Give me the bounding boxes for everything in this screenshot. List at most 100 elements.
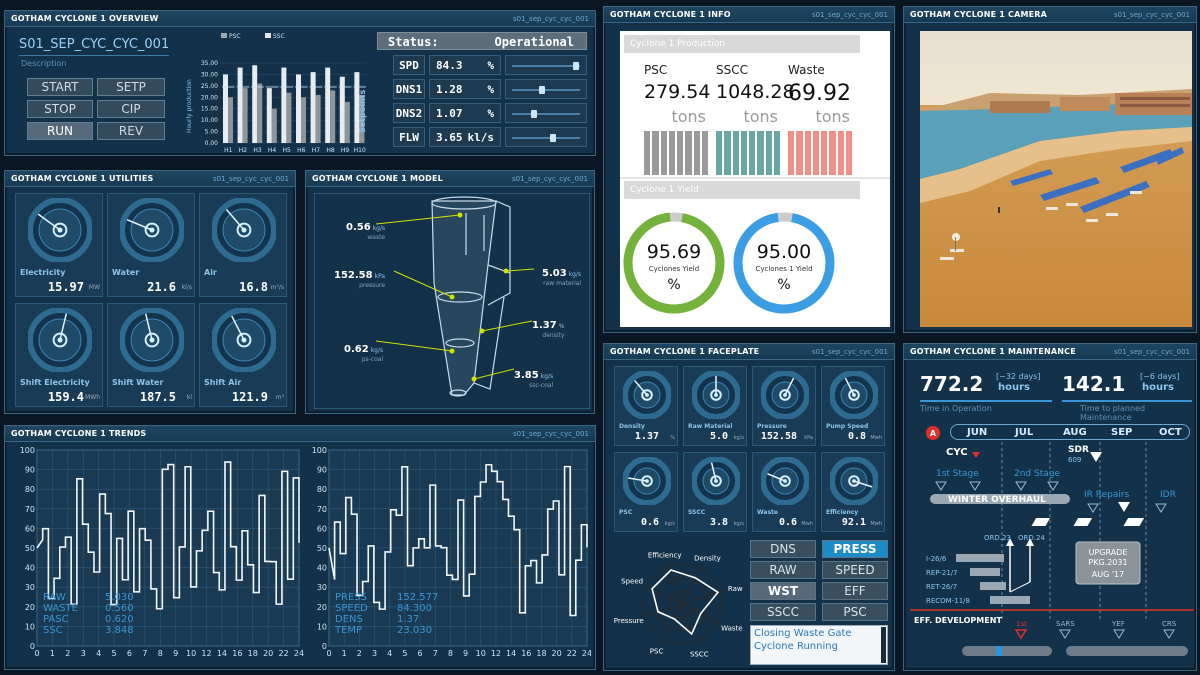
setpoint-value-box[interactable]: 1.28% — [429, 79, 501, 99]
y-tick-label: 100 — [20, 446, 35, 455]
x-tick-label: 6 — [127, 649, 132, 658]
trend-legend-name: RAW — [43, 592, 66, 603]
panel-ref: s01_sep_cyc_cyc_001 — [512, 174, 588, 183]
time-to-maint-delta: [~6 days] — [1140, 372, 1180, 381]
radar-series — [651, 569, 720, 636]
trend-legend-value: 152.577 — [397, 592, 438, 603]
ring-fill — [733, 212, 835, 314]
y-tick-label: 0.00 — [205, 140, 219, 147]
x-tick-label: 2 — [65, 649, 70, 658]
production-bar — [749, 131, 756, 175]
run-button[interactable]: RUN — [27, 122, 93, 140]
x-tick-label: H8 — [326, 147, 335, 153]
production-unit: tons — [671, 107, 706, 126]
month-timeline: JUN JUL AUG SEP OCT — [950, 424, 1190, 440]
production-bar — [660, 131, 667, 175]
chart-select-dns-button[interactable]: DNS — [750, 540, 816, 558]
eff-mark: YEF — [1112, 620, 1125, 628]
setpoint-row: SPD 84.3% — [393, 55, 593, 75]
slider-knob[interactable] — [538, 86, 545, 94]
x-tick-label: H10 — [354, 147, 366, 153]
setpoint-slider[interactable] — [505, 79, 587, 99]
eff-mark: SARS — [1056, 620, 1075, 628]
chart-select-press-button[interactable]: PRESS — [822, 540, 888, 558]
model-value: 152.58 — [334, 270, 373, 281]
info-header: GOTHAM CYCLONE 1 INFO s01_sep_cyc_cyc_00… — [604, 7, 894, 23]
setpoint-slider[interactable] — [505, 127, 587, 147]
chart-select-raw-button[interactable]: RAW — [750, 561, 816, 579]
y-tick-label: 70 — [25, 505, 35, 514]
dial-needle — [231, 315, 245, 341]
setpoint-label: FLW — [393, 127, 425, 147]
production-column: PSC 279.54 tons — [644, 55, 714, 177]
y-tick-label: 50 — [317, 544, 327, 553]
setpoint-value-box[interactable]: 1.07% — [429, 103, 501, 123]
tag-name: S01_SEP_CYC_CYC_001 — [19, 37, 170, 52]
bar-psc — [223, 74, 228, 143]
setpoints: SPD 84.3% DNS1 1.28% DNS2 1.07% FLW 3.65 kl/s — [393, 55, 593, 151]
setpoint-slider[interactable] — [505, 103, 587, 123]
time-to-maint-value: 142.1 — [1062, 372, 1126, 396]
stage-2-label: 2nd Stage — [1014, 469, 1061, 479]
gauge-value: 0.6 — [778, 517, 797, 528]
yield-label: Cyclones Yield — [648, 265, 700, 273]
model-name: density — [542, 332, 565, 339]
x-tick-label: 22 — [278, 649, 288, 658]
message-scrollbar[interactable] — [881, 627, 886, 663]
chart-select-psc-button[interactable]: PSC — [822, 603, 888, 621]
rev-button[interactable]: REV — [97, 122, 165, 140]
production-value: 1048.28 — [716, 81, 795, 103]
setpoint-slider[interactable] — [505, 55, 587, 75]
item-label: I-26/6 — [926, 555, 947, 563]
slider-knob[interactable] — [550, 134, 557, 142]
eff-mark: 1st — [1016, 620, 1027, 628]
trends-header: GOTHAM CYCLONE 1 TRENDS s01_sep_cyc_cyc_… — [5, 426, 595, 442]
y-tick-label: 90 — [317, 466, 327, 475]
production-bar — [693, 131, 700, 175]
stop-button[interactable]: STOP — [27, 100, 93, 118]
month-label: JUN — [967, 427, 988, 438]
utility-gauge: Air 16.8 m³/s — [199, 193, 287, 297]
x-tick-label: 7 — [433, 649, 438, 658]
chart-select-sscc-button[interactable]: SSCC — [750, 603, 816, 621]
model-unit: kg/s — [372, 225, 386, 232]
x-tick-label: 14 — [217, 649, 227, 658]
setpoint-value-box[interactable]: 3.65 kl/s — [429, 127, 501, 147]
production-unit: tons — [815, 107, 850, 126]
setpoint-value: 84.3 — [436, 58, 463, 72]
idr-label: IDR — [1160, 490, 1176, 500]
gauge-value: 5.0 — [709, 431, 728, 442]
y-tick-label: 10 — [25, 622, 35, 631]
production-bar — [668, 131, 675, 175]
chart-select-speed-button[interactable]: SPEED — [822, 561, 888, 579]
gauge-value: 152.58 — [760, 431, 797, 442]
dial-needle — [634, 380, 648, 396]
x-tick-label: 5 — [112, 649, 117, 658]
production-bar — [740, 131, 747, 175]
start-button[interactable]: START — [27, 78, 93, 96]
chart-select-wst-button[interactable]: WST — [750, 582, 816, 600]
production-bars — [716, 131, 780, 175]
legend-label: SSC — [273, 33, 285, 40]
slider-knob[interactable] — [572, 62, 579, 70]
dial-needle — [767, 473, 786, 482]
model-unit: kPa — [374, 273, 386, 280]
bar-psc — [310, 72, 316, 143]
gauge-label: SSCC — [688, 509, 706, 516]
dial — [691, 370, 741, 420]
setpoint-value-box[interactable]: 84.3% — [429, 55, 501, 75]
radar-spoke — [662, 603, 683, 642]
setp-button[interactable]: SETP — [97, 78, 165, 96]
chart-select-eff-button[interactable]: EFF — [822, 582, 888, 600]
slider-knob[interactable] — [531, 110, 538, 118]
trends-panel: GOTHAM CYCLONE 1 TRENDS s01_sep_cyc_cyc_… — [4, 425, 596, 670]
alert-badge[interactable]: A — [926, 426, 940, 440]
production-unit: tons — [743, 107, 778, 126]
trend-line — [328, 463, 588, 617]
production-bar — [724, 131, 731, 175]
setpoint-label: DNS1 — [393, 79, 425, 99]
gauge-value: 0.6 — [640, 517, 659, 528]
dial — [211, 197, 277, 263]
cip-button[interactable]: CIP — [97, 100, 165, 118]
slider-track — [512, 65, 580, 67]
